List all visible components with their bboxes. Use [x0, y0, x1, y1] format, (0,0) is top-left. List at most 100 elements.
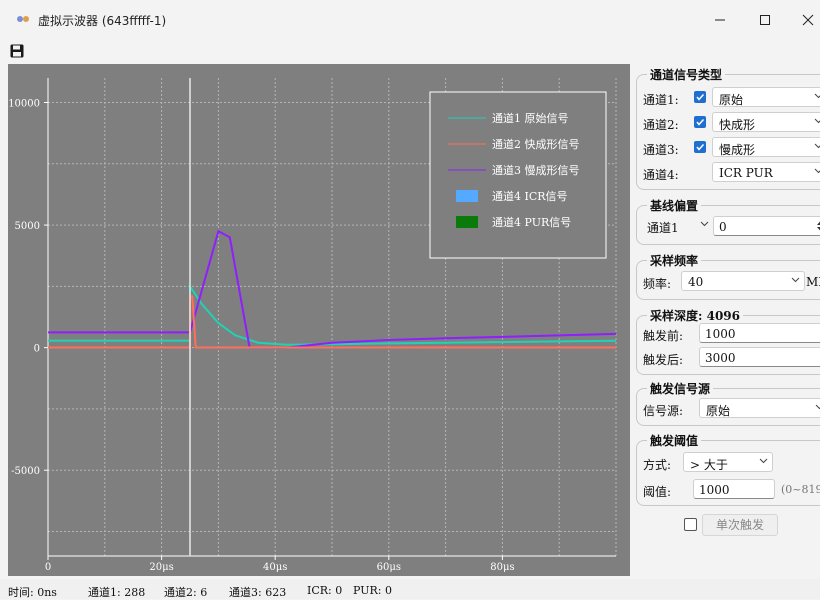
- channel-3-checkbox[interactable]: [689, 137, 709, 159]
- close-button[interactable]: [788, 8, 820, 34]
- pre-trigger-row: 触发前: 1000: [643, 323, 820, 345]
- chevron-down-icon: [814, 168, 820, 174]
- threshold-range: (0~8191): [781, 483, 820, 496]
- channel-2-checkbox[interactable]: [689, 112, 709, 134]
- chevron-down-icon: [700, 221, 709, 227]
- trigger-source-label: 信号源:: [643, 404, 684, 418]
- channel-3-label: 通道3:: [643, 143, 679, 157]
- x-tick-label: 0: [45, 562, 51, 573]
- y-tick-label: 0: [34, 344, 40, 355]
- window-title: 虚拟示波器 (643fffff-1): [38, 14, 167, 28]
- legend-label: 通道1 原始信号: [492, 111, 569, 125]
- channel-row-4: 通道4: ICR PUR: [643, 162, 820, 184]
- chevron-down-icon: [814, 143, 820, 149]
- trigger-threshold-title: 触发阈值: [647, 432, 702, 449]
- trigger-source-value: 原始: [706, 404, 731, 418]
- chart-legend: [429, 91, 607, 259]
- baseline-offset-value: 0: [719, 220, 727, 234]
- check-icon: [694, 91, 706, 103]
- post-trigger-label: 触发后:: [643, 353, 684, 367]
- pre-trigger-value: 1000: [705, 327, 736, 341]
- minimize-button[interactable]: [700, 8, 740, 34]
- single-trigger-row: 单次触发: [684, 514, 784, 536]
- sample-rate-label: 频率:: [643, 277, 672, 291]
- post-trigger-input[interactable]: 3000: [699, 347, 820, 367]
- check-icon: [694, 116, 706, 128]
- threshold-row: 阈值: 1000 (0~8191): [643, 479, 820, 501]
- threshold-label: 阈值:: [643, 485, 672, 499]
- x-tick-label: 80μs: [490, 562, 514, 573]
- status-channel-1: 通道1: 288: [88, 586, 146, 599]
- legend-label: 通道4 ICR信号: [492, 189, 568, 203]
- trigger-mode-row: 方式: > 大于: [643, 452, 820, 474]
- threshold-value: 1000: [699, 483, 730, 497]
- maximize-button[interactable]: [745, 8, 785, 34]
- chevron-down-icon: [815, 404, 820, 410]
- pre-trigger-input[interactable]: 1000: [699, 323, 820, 343]
- sample-depth-group: 采样深度: 4096 触发前: 1000 触发后: 3000: [636, 307, 820, 375]
- chevron-down-icon: [814, 118, 820, 124]
- channel-2-type-value: 快成形: [719, 118, 756, 132]
- channel-1-label: 通道1:: [643, 93, 679, 107]
- maximize-icon: [760, 15, 770, 25]
- trigger-source-row: 信号源: 原始: [643, 398, 820, 420]
- channel-1-type-select[interactable]: 原始: [712, 87, 820, 107]
- chevron-down-icon: [791, 277, 800, 283]
- oscilloscope-plot[interactable]: -5000 0 5000 10000 0 20μs 40μs 60μs 80μs 通道1 原始信…: [8, 64, 630, 576]
- sample-rate-value: 40: [688, 275, 704, 289]
- status-bar: 时间: 0ns 通道1: 288 通道2: 6 通道3: 623 ICR: 0 …: [0, 579, 820, 599]
- baseline-offset-spinbox[interactable]: 0: [713, 216, 820, 236]
- trigger-mode-value: > 大于: [690, 458, 728, 472]
- status-channel-3: 通道3: 623: [229, 586, 287, 599]
- status-icr: ICR: 0: [307, 584, 343, 597]
- trigger-threshold-group: 触发阈值 方式: > 大于 阈值: 1000 (0~8191): [636, 432, 820, 506]
- channel-3-type-select[interactable]: 慢成形: [712, 137, 820, 157]
- baseline-row: 通道1 0: [643, 216, 820, 238]
- channel-1-checkbox[interactable]: [689, 87, 820, 109]
- settings-panel: 通道信号类型 通道1: 原始 通道2: 快成形 通道3:: [632, 64, 820, 576]
- legend-label: 通道4 PUR信号: [492, 215, 571, 229]
- sample-rate-unit: MHz: [806, 275, 820, 289]
- save-icon[interactable]: [10, 44, 24, 58]
- threshold-input[interactable]: 1000: [693, 479, 775, 499]
- channel-type-group: 通道信号类型 通道1: 原始 通道2: 快成形 通道3:: [636, 66, 820, 190]
- single-trigger-button[interactable]: 单次触发: [702, 514, 778, 536]
- trigger-mode-select[interactable]: > 大于: [683, 452, 773, 472]
- toolbar: [0, 40, 820, 64]
- y-tick-label: -5000: [11, 466, 40, 477]
- channel-3-type-value: 慢成形: [719, 143, 756, 157]
- baseline-channel-value: 通道1: [647, 221, 679, 235]
- series-line-ch2: [48, 295, 616, 349]
- channel-row-2: 通道2: 快成形: [643, 112, 820, 134]
- sample-rate-row: 频率: 40 MHz: [643, 271, 820, 293]
- channel-4-type-value: ICR PUR: [719, 166, 773, 180]
- x-tick-label: 20μs: [149, 562, 173, 573]
- sample-rate-title: 采样频率: [647, 252, 702, 269]
- legend-swatch: [456, 216, 478, 228]
- channel-4-type-select[interactable]: ICR PUR: [712, 162, 820, 182]
- spin-arrows-icon[interactable]: [816, 220, 820, 232]
- channel-1-type-value: 原始: [719, 93, 744, 107]
- status-time: 时间: 0ns: [8, 586, 57, 599]
- status-pur: PUR: 0: [353, 584, 392, 597]
- baseline-channel-select[interactable]: 通道1: [645, 216, 711, 236]
- sample-rate-select[interactable]: 40: [681, 271, 805, 291]
- close-icon: [802, 14, 814, 26]
- minimize-icon: [715, 19, 725, 21]
- trigger-source-group: 触发信号源 信号源: 原始: [636, 380, 820, 426]
- legend-label: 通道2 快成形信号: [492, 137, 580, 151]
- channel-row-3: 通道3: 慢成形: [643, 137, 820, 159]
- y-tick-label: 10000: [8, 99, 40, 110]
- channel-2-label: 通道2:: [643, 118, 679, 132]
- channel-type-title: 通道信号类型: [647, 66, 726, 83]
- legend-swatch: [456, 190, 478, 202]
- chevron-down-icon: [759, 458, 768, 464]
- trigger-mode-label: 方式:: [643, 458, 672, 472]
- trigger-source-select[interactable]: 原始: [699, 398, 820, 418]
- channel-4-label: 通道4:: [643, 168, 679, 182]
- sample-rate-group: 采样频率 频率: 40 MHz: [636, 252, 820, 300]
- channel-2-type-select[interactable]: 快成形: [712, 112, 820, 132]
- single-trigger-checkbox[interactable]: [684, 518, 697, 531]
- baseline-title: 基线偏置: [647, 197, 702, 214]
- pre-trigger-label: 触发前:: [643, 329, 684, 343]
